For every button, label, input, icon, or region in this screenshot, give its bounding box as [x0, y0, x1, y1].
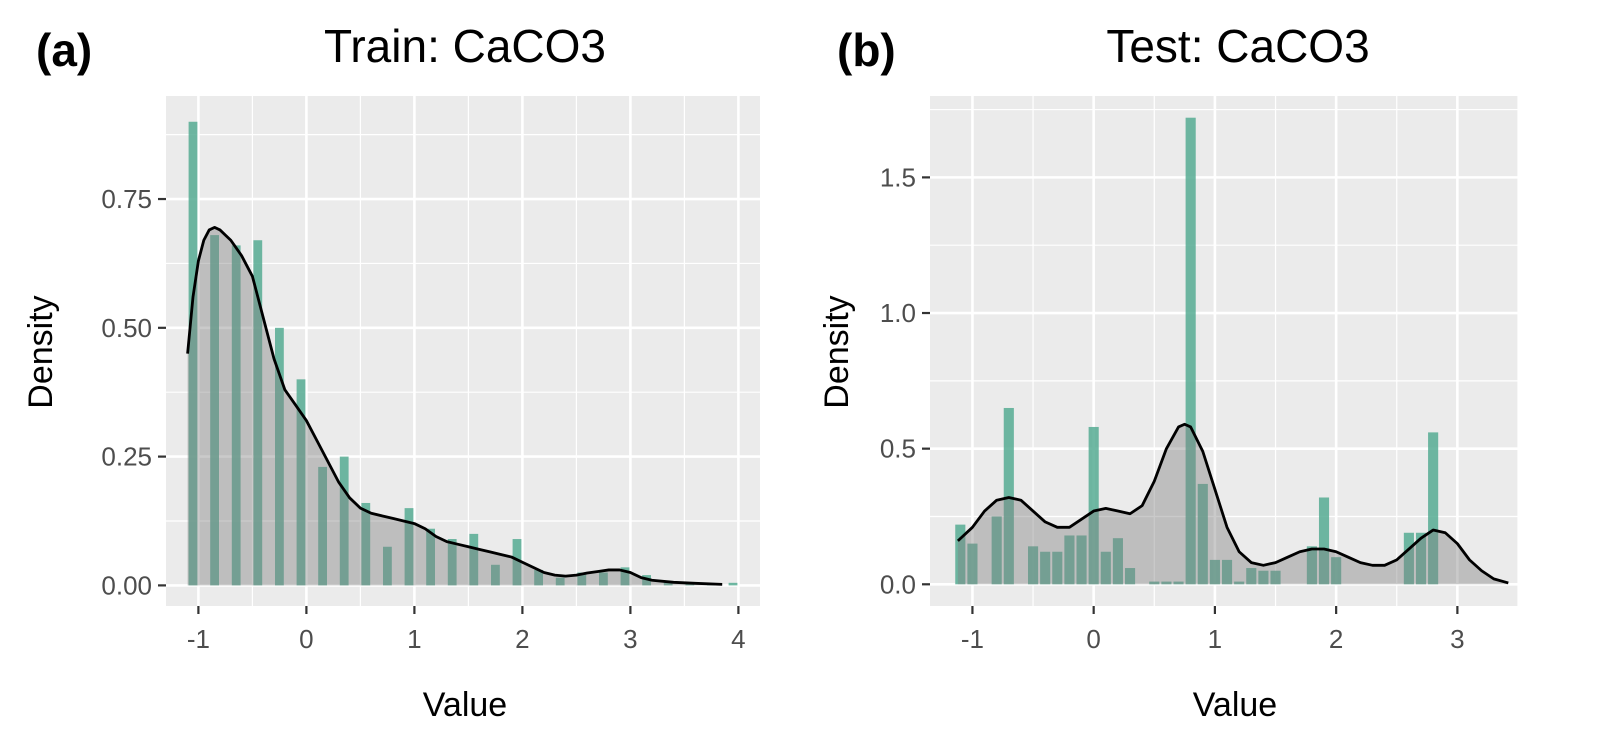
panel-a-x-tick-label: 4 [731, 624, 745, 654]
panel-a-histogram-bars [188, 121, 738, 586]
panel-b-histogram-bar [1270, 570, 1281, 585]
panel-b-histogram-bar [1258, 570, 1269, 585]
panel-b-y-tick-label: 0.5 [880, 434, 916, 464]
panel-a-grid [166, 96, 760, 606]
panel-a-histogram-bar [599, 572, 608, 586]
panel-b-x-tick-label: 1 [1208, 624, 1222, 654]
panel-b-x-tick-label: 2 [1329, 624, 1343, 654]
panel-a-histogram-bar [210, 235, 219, 586]
panel-a-histogram-bar [296, 379, 306, 586]
panel-a-histogram-bar [447, 539, 457, 586]
panel-b-histogram-bar [967, 543, 978, 585]
panel-a-histogram-bar [469, 533, 479, 586]
panel-a-histogram-bar [253, 240, 263, 586]
panel-b-histogram-bar [1124, 568, 1136, 585]
panel-a-density-area [187, 227, 723, 586]
panel-a-y-tick-label: 0.50 [101, 313, 152, 343]
panel-a-x-tick-label: 0 [299, 624, 313, 654]
panel-b-title: Test: CaCO3 [1106, 20, 1369, 72]
panel-b-histogram-bar [1221, 559, 1233, 585]
panel-b-histogram-bar [1306, 546, 1317, 585]
panel-a-histogram-bar [577, 572, 587, 586]
panel-a-histogram-bar [231, 245, 241, 586]
panel-a-x-tick-label: 2 [515, 624, 529, 654]
panel-a-histogram-bar [318, 466, 327, 586]
panel-a-histogram-bar [512, 539, 522, 586]
panel-a-histogram-bar [383, 546, 392, 586]
panel-b-x-tick-label: -1 [961, 624, 984, 654]
panel-a-tag: (a) [36, 24, 92, 76]
panel-b-histogram-bar [1027, 546, 1039, 585]
panel-b-histogram-bar [1197, 483, 1208, 585]
panel-b-density-area [957, 424, 1509, 585]
panel-b-x-tick-label: 0 [1086, 624, 1100, 654]
panel-b-histogram-bar [1161, 581, 1172, 585]
panel-a-histogram-bar [620, 567, 630, 586]
panel-b-y-tick-label: 0.0 [880, 569, 916, 599]
panel-a-histogram-bar [404, 508, 414, 586]
panel-b-y-tick-label: 1.5 [880, 162, 916, 192]
panel-a-density-line [186, 225, 723, 586]
panel-a-axes: -1 0 1 2 3 4 0.00 0.25 0.50 0.75 [101, 184, 745, 654]
panel-b-histogram-bar [1234, 581, 1245, 585]
panel-b-histogram-bar [1428, 432, 1439, 585]
panel-b-x-tick-label: 3 [1450, 624, 1464, 654]
panel-b-y-tick-label: 1.0 [880, 298, 916, 328]
panel-a-histogram-bar [555, 577, 565, 586]
panel-b-plot: -1 0 1 2 3 0.0 0.5 1.0 1.5 [880, 96, 1519, 654]
panel-a-y-tick-label: 0.75 [101, 184, 152, 214]
panel-b-histogram-bar [991, 516, 1002, 585]
panel-a-histogram-bar [188, 121, 198, 586]
panel-a-histogram-bar [534, 569, 543, 586]
panel-b-histogram-bar [1149, 581, 1160, 585]
panel-b-histogram-bar [1173, 581, 1184, 585]
panel-b-tag: (b) [837, 24, 896, 76]
panel-a-x-axis-title: Value [423, 686, 507, 724]
panel-b-density-line [956, 422, 1509, 585]
panel-a-y-tick-label: 0.25 [101, 442, 152, 472]
panel-b-x-axis-title: Value [1193, 686, 1277, 724]
panel-b-histogram-bar [1052, 551, 1063, 585]
panel-b-histogram-bar [1331, 557, 1342, 585]
panel-a-title: Train: CaCO3 [324, 20, 606, 72]
panel-b-histogram-bar [1403, 532, 1414, 585]
panel-a-histogram-bar [275, 327, 284, 586]
panel-a-x-tick-label: -1 [187, 624, 210, 654]
panel-a-histogram-bar [663, 581, 673, 586]
panel-a-histogram-bar [339, 456, 349, 586]
panel-a-y-axis-title: Density [22, 295, 60, 408]
panel-b-histogram-bar [1415, 532, 1427, 585]
panel-b-histogram-bar [1064, 535, 1075, 585]
panel-a-y-tick-label: 0.00 [101, 570, 152, 600]
panel-b-histogram-bar [955, 524, 966, 585]
panel-b-histogram-bar [1246, 568, 1257, 585]
panel-b-histogram-bar [1100, 551, 1111, 585]
panel-b-histogram-bar [1318, 497, 1330, 585]
panel-b-histogram-bar [1040, 551, 1051, 585]
panel-b-histogram-bar [1209, 559, 1220, 585]
panel-b-axes: -1 0 1 2 3 0.0 0.5 1.0 1.5 [880, 162, 1465, 654]
panel-a-histogram-bar [728, 582, 738, 586]
panel-a-x-tick-label: 1 [407, 624, 421, 654]
panel-b-histogram-bar [1088, 426, 1099, 585]
panel-a-histogram-bar [426, 528, 435, 586]
panel-a-plot: -1 0 1 2 3 4 0.00 0.25 0.50 0.75 [101, 96, 760, 654]
panel-b-histogram-bar [1112, 538, 1123, 585]
panel-b-y-axis-title: Density [818, 295, 856, 408]
panel-b-histogram-bar [1185, 117, 1196, 585]
panel-b-grid [930, 96, 1519, 606]
panel-b-histogram-bar [1076, 535, 1087, 585]
panel-a-histogram-bar [491, 564, 500, 586]
panel-a-histogram-bar [361, 502, 371, 586]
panel-a-x-tick-label: 3 [623, 624, 637, 654]
